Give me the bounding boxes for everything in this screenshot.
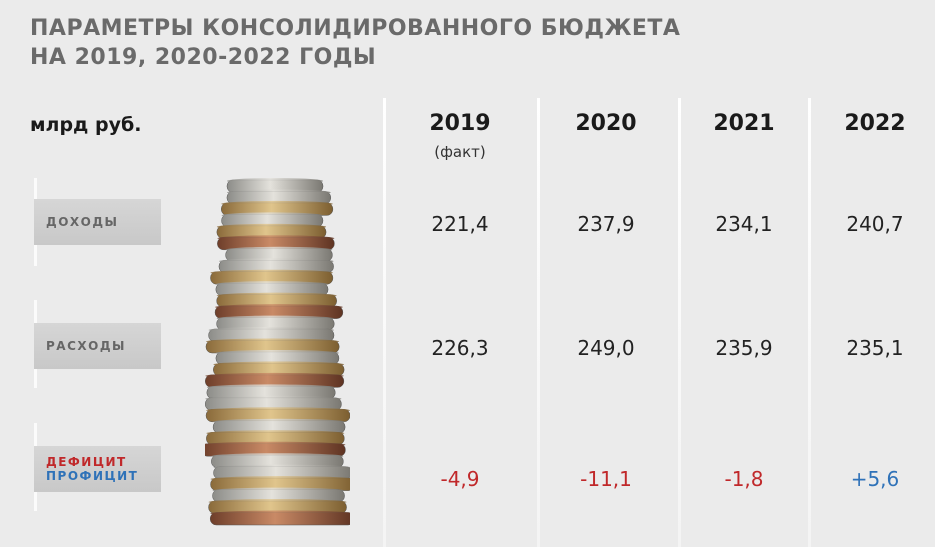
balance-value-2020: -11,1 bbox=[580, 467, 632, 491]
coin-face bbox=[221, 200, 333, 207]
income-value-2020: 237,9 bbox=[577, 212, 635, 236]
coin-face bbox=[215, 281, 329, 288]
coin-face bbox=[215, 304, 343, 311]
coin-face bbox=[210, 510, 350, 517]
balance-value-2021: -1,8 bbox=[724, 467, 764, 491]
income-value-2022: 240,7 bbox=[846, 212, 904, 236]
coin-face bbox=[205, 372, 344, 379]
row-label-income-text: ДОХОДЫ bbox=[46, 215, 119, 229]
column-divider bbox=[383, 98, 386, 547]
income-value-2019: 221,4 bbox=[431, 212, 489, 236]
coin-face bbox=[216, 223, 327, 230]
coin-face bbox=[216, 292, 337, 299]
coin-face bbox=[217, 235, 335, 242]
coin-face bbox=[213, 418, 346, 425]
column-divider bbox=[537, 98, 540, 547]
row-label-expenses: РАСХОДЫ bbox=[34, 323, 161, 369]
coin-face bbox=[206, 384, 336, 391]
row-label-balance: ДЕФИЦИТ ПРОФИЦИТ bbox=[34, 446, 161, 492]
column-divider bbox=[678, 98, 681, 547]
coin-face bbox=[205, 338, 340, 345]
coin-face bbox=[216, 315, 335, 322]
coin-face bbox=[225, 246, 333, 253]
coin-face bbox=[211, 453, 344, 460]
row-label-deficit-text: ДЕФИЦИТ bbox=[46, 455, 127, 469]
coin-face bbox=[212, 487, 345, 494]
row-label-surplus-text: ПРОФИЦИТ bbox=[46, 469, 139, 483]
coin-face bbox=[226, 189, 331, 196]
year-header-2021: 2021 bbox=[713, 111, 775, 136]
expenses-value-2019: 226,3 bbox=[431, 336, 489, 360]
coin-face bbox=[208, 499, 347, 506]
coin-face bbox=[206, 430, 345, 437]
row-label-income: ДОХОДЫ bbox=[34, 199, 161, 245]
coin-face bbox=[205, 441, 346, 448]
income-value-2021: 234,1 bbox=[715, 212, 773, 236]
coin-face bbox=[218, 258, 334, 265]
year-note-2019: (факт) bbox=[434, 143, 486, 161]
coin-face bbox=[210, 269, 333, 276]
coin-face bbox=[213, 464, 350, 471]
unit-label: млрд руб. bbox=[30, 114, 142, 136]
balance-value-2022: +5,6 bbox=[850, 467, 900, 491]
year-header-2020: 2020 bbox=[575, 111, 637, 136]
coin-face bbox=[227, 178, 323, 184]
row-label-expenses-text: РАСХОДЫ bbox=[46, 339, 126, 353]
expenses-value-2021: 235,9 bbox=[715, 336, 773, 360]
balance-value-2019: -4,9 bbox=[440, 467, 480, 491]
coin-face bbox=[210, 476, 350, 483]
chart-title: ПАРАМЕТРЫ КОНСОЛИДИРОВАННОГО БЮДЖЕТА НА … bbox=[30, 14, 680, 72]
column-divider bbox=[808, 98, 811, 547]
coin-face bbox=[221, 212, 323, 219]
coin-stack-illustration bbox=[205, 178, 350, 526]
coin-face bbox=[205, 395, 342, 402]
title-line-2: НА 2019, 2020-2022 ГОДЫ bbox=[30, 45, 377, 70]
coin-face bbox=[215, 350, 339, 356]
year-header-2019: 2019 bbox=[429, 111, 491, 136]
expenses-value-2022: 235,1 bbox=[846, 336, 904, 360]
title-line-1: ПАРАМЕТРЫ КОНСОЛИДИРОВАННОГО БЮДЖЕТА bbox=[30, 16, 681, 41]
coin-face bbox=[206, 407, 350, 414]
coin-face bbox=[213, 361, 345, 368]
coin-face bbox=[208, 327, 334, 334]
expenses-value-2020: 249,0 bbox=[577, 336, 635, 360]
year-header-2022: 2022 bbox=[844, 111, 906, 136]
